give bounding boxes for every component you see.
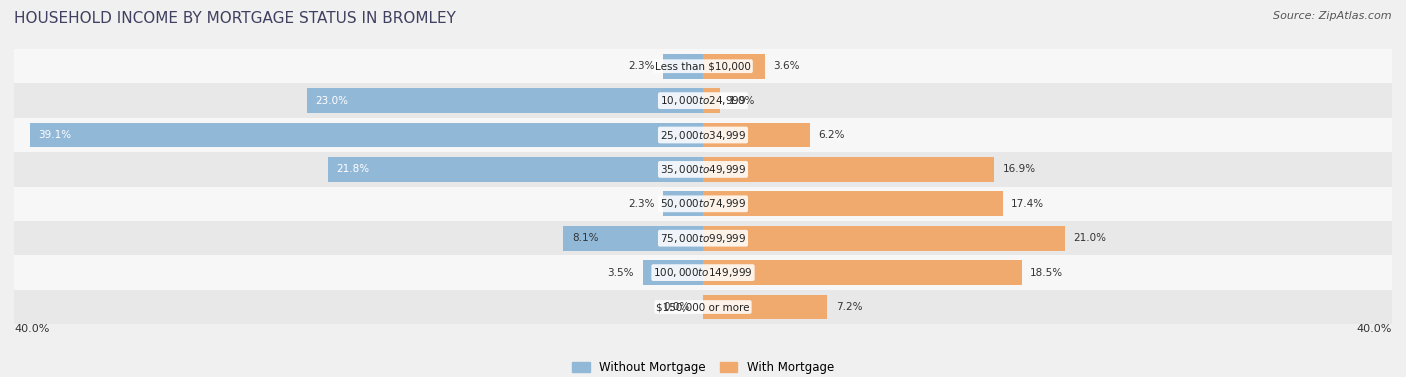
Text: 17.4%: 17.4% <box>1011 199 1045 209</box>
Text: $150,000 or more: $150,000 or more <box>657 302 749 312</box>
Text: 3.5%: 3.5% <box>607 268 634 277</box>
Text: 40.0%: 40.0% <box>14 324 49 334</box>
Text: 18.5%: 18.5% <box>1031 268 1063 277</box>
Bar <box>703 54 765 78</box>
Bar <box>564 226 703 251</box>
Text: $35,000 to $49,999: $35,000 to $49,999 <box>659 163 747 176</box>
Text: 7.2%: 7.2% <box>835 302 862 312</box>
Text: $25,000 to $34,999: $25,000 to $34,999 <box>659 129 747 141</box>
Text: 21.0%: 21.0% <box>1073 233 1107 243</box>
Text: 6.2%: 6.2% <box>818 130 845 140</box>
Text: 1.0%: 1.0% <box>728 96 755 106</box>
Legend: Without Mortgage, With Mortgage: Without Mortgage, With Mortgage <box>567 356 839 377</box>
Bar <box>14 256 1392 290</box>
Bar <box>14 187 1392 221</box>
Bar <box>307 88 703 113</box>
Text: $10,000 to $24,999: $10,000 to $24,999 <box>659 94 747 107</box>
Text: 40.0%: 40.0% <box>1357 324 1392 334</box>
Bar <box>14 49 1392 83</box>
Bar <box>703 260 1022 285</box>
Text: 2.3%: 2.3% <box>628 199 655 209</box>
Text: 0.0%: 0.0% <box>664 302 689 312</box>
Bar <box>664 192 703 216</box>
Bar <box>703 295 827 319</box>
Text: 8.1%: 8.1% <box>572 233 599 243</box>
Text: $50,000 to $74,999: $50,000 to $74,999 <box>659 197 747 210</box>
Bar <box>643 260 703 285</box>
Text: Source: ZipAtlas.com: Source: ZipAtlas.com <box>1274 11 1392 21</box>
Text: 21.8%: 21.8% <box>336 164 370 175</box>
Text: 39.1%: 39.1% <box>38 130 72 140</box>
Text: 16.9%: 16.9% <box>1002 164 1036 175</box>
Bar <box>30 123 703 147</box>
Bar <box>14 83 1392 118</box>
Text: 3.6%: 3.6% <box>773 61 800 71</box>
Bar <box>328 157 703 182</box>
Text: $75,000 to $99,999: $75,000 to $99,999 <box>659 232 747 245</box>
Text: HOUSEHOLD INCOME BY MORTGAGE STATUS IN BROMLEY: HOUSEHOLD INCOME BY MORTGAGE STATUS IN B… <box>14 11 456 26</box>
Bar <box>703 123 810 147</box>
Text: 23.0%: 23.0% <box>315 96 349 106</box>
Text: $100,000 to $149,999: $100,000 to $149,999 <box>654 266 752 279</box>
Bar <box>14 290 1392 324</box>
Bar <box>14 152 1392 187</box>
Bar <box>664 54 703 78</box>
Bar <box>14 118 1392 152</box>
Bar <box>703 88 720 113</box>
Text: Less than $10,000: Less than $10,000 <box>655 61 751 71</box>
Bar <box>14 221 1392 256</box>
Bar <box>703 226 1064 251</box>
Text: 2.3%: 2.3% <box>628 61 655 71</box>
Bar <box>703 157 994 182</box>
Bar <box>703 192 1002 216</box>
